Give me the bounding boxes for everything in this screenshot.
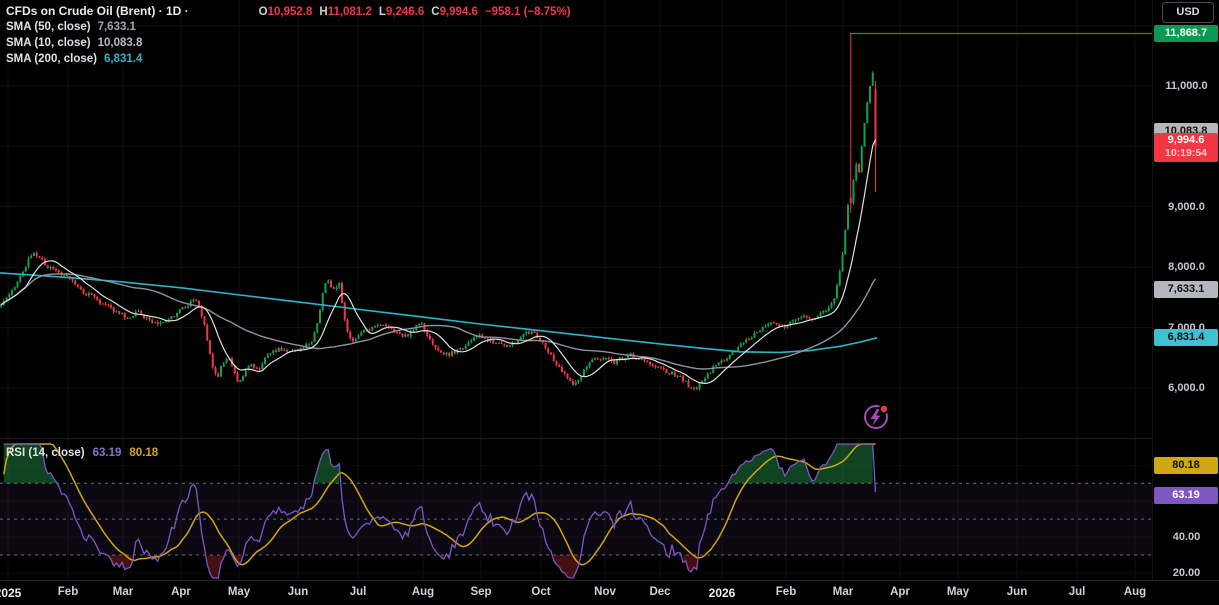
rsi-line <box>3 443 877 579</box>
price-tick-label: 6,000.0 <box>1168 382 1205 394</box>
chart-legend: CFDs on Crude Oil (Brent) · 1D · O10,952.… <box>6 3 571 67</box>
last-price-label: 9,994.6 10:19:54 <box>1154 133 1218 162</box>
sma10-line <box>0 139 877 385</box>
month-label: Jul <box>349 586 367 598</box>
rsi-tick-label: 20.00 <box>1172 567 1201 579</box>
sma200-price-label: 6,831.4 <box>1154 329 1218 346</box>
bar-countdown: 10:19:54 <box>1164 147 1208 159</box>
rsi-ma-label: 80.18 <box>1154 457 1218 474</box>
price-tick-label: 9,000.0 <box>1168 200 1205 213</box>
month-label: Aug <box>1123 586 1147 598</box>
month-label: Jun <box>1006 586 1028 598</box>
panel-separator[interactable] <box>0 438 1219 439</box>
rsi-ma-line <box>3 443 876 566</box>
sma-label: SMA (200, close) <box>6 53 97 65</box>
ohlc-values: O10,952.8 H11,081.2 L9,246.6 C9,994.6 <box>259 6 485 18</box>
sma-value: 10,083.8 <box>97 37 143 49</box>
ath-price-label: 11,868.7 <box>1154 25 1218 42</box>
currency-button[interactable]: USD <box>1162 2 1214 23</box>
month-label: May <box>227 586 251 598</box>
price-tick-label: 8,000.0 <box>1168 261 1205 274</box>
price-tick-label: 11,000.0 <box>1165 80 1208 92</box>
change-value: −958.1 (−8.75%) <box>484 6 571 18</box>
symbol-title[interactable]: CFDs on Crude Oil (Brent) · 1D · <box>6 4 189 18</box>
month-label: Jul <box>1068 586 1086 598</box>
month-label: Dec <box>649 586 671 598</box>
sma-label: SMA (50, close) <box>6 21 91 33</box>
rsi-legend[interactable]: RSI (14, close) 63.19 80.18 <box>6 447 158 459</box>
ohlc-number: 11,081.2 <box>327 6 372 18</box>
price-axis[interactable]: USD 11,000.0 9,000.0 8,000.0 7,000.0 6,000.0… <box>1152 0 1219 605</box>
sma-value: 7,633.1 <box>97 21 136 33</box>
currency-label: USD <box>1176 6 1200 18</box>
rsi-panel-layer <box>0 443 1152 579</box>
month-label: Nov <box>594 586 616 598</box>
price-chart-canvas[interactable] <box>0 0 1152 605</box>
ohlc-letter: O <box>258 6 268 18</box>
year-label: 2026 <box>708 586 736 600</box>
ohlc-number: 10,952.8 <box>267 6 313 18</box>
sma-legend-row[interactable]: SMA (50, close) 7,633.1 <box>6 19 571 35</box>
rsi-tick-label: 40.00 <box>1172 531 1201 544</box>
sma-legend-rows: SMA (50, close) 7,633.1 SMA (10, close) 10,… <box>6 19 571 67</box>
month-label: Mar <box>832 586 854 598</box>
month-label: May <box>946 586 970 598</box>
flash-icon[interactable] <box>864 403 890 429</box>
ohlc-number: 9,246.6 <box>385 6 425 18</box>
rsi-ma-value: 80.18 <box>129 447 159 459</box>
rsi-value: 63.19 <box>92 447 122 459</box>
month-label: Feb <box>57 586 79 598</box>
ohlc-letter: H <box>319 6 328 18</box>
candles-layer <box>0 33 877 391</box>
sma50-line <box>0 273 877 370</box>
last-price: 9,994.6 <box>1167 134 1205 146</box>
month-label: Aug <box>411 586 435 598</box>
sma-value: 6,831.4 <box>103 53 143 65</box>
rsi-legend-label: RSI (14, close) <box>6 447 85 459</box>
time-axis[interactable]: 2025 Feb Mar Apr May Jun Jul Aug Sep Oct Nov Dec 202… <box>0 580 1219 605</box>
month-label: Jun <box>287 586 309 598</box>
sma200-line <box>0 272 878 354</box>
month-label: Mar <box>112 586 134 598</box>
sma-legend-row[interactable]: SMA (10, close) 10,083.8 <box>6 35 571 51</box>
ohlc-number: 9,994.6 <box>439 6 478 18</box>
ohlc-letter: L <box>378 6 386 18</box>
month-label: Feb <box>775 586 797 598</box>
month-label: Sep <box>470 586 492 598</box>
sma-lines <box>0 139 878 385</box>
rsi-value-label: 63.19 <box>1154 487 1218 504</box>
sma-label: SMA (10, close) <box>6 37 91 49</box>
month-label: Oct <box>531 586 551 598</box>
month-label: Apr <box>890 586 910 598</box>
year-label: 2025 <box>0 586 22 600</box>
sma50-price-label: 7,633.1 <box>1154 281 1218 298</box>
ohlc-letter: C <box>431 6 440 18</box>
sma-legend-row[interactable]: SMA (200, close) 6,831.4 <box>6 51 571 67</box>
month-label: Apr <box>171 586 191 598</box>
